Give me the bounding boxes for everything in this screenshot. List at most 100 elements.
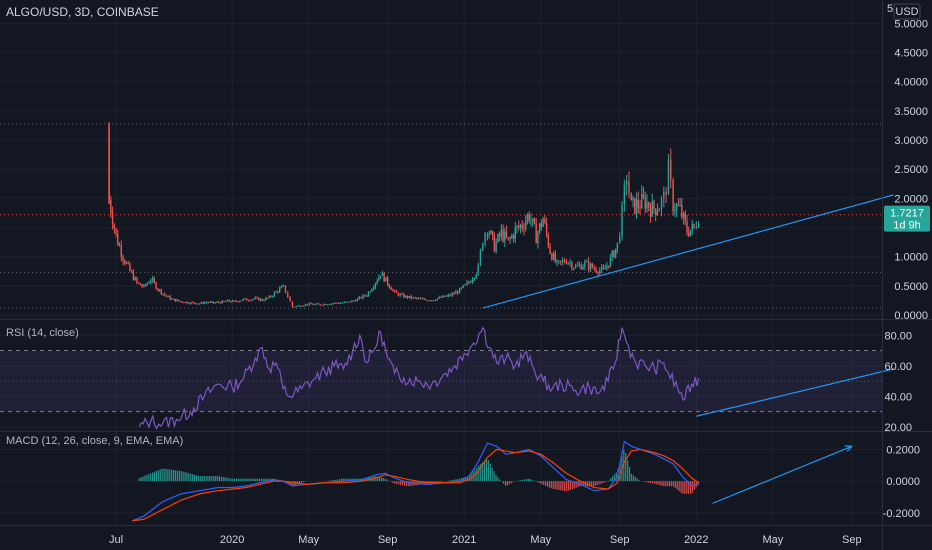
price-tick-label: 4.5000 [894, 48, 928, 60]
candle-body [470, 282, 472, 284]
price-tick-label: 3.5000 [894, 106, 928, 118]
candle-body [571, 262, 573, 269]
candle-body [528, 215, 530, 221]
candle-body [202, 302, 204, 304]
candle-body [606, 265, 608, 269]
rsi-band [0, 350, 882, 413]
candle-body [383, 272, 385, 282]
candle-body [468, 282, 470, 284]
candle-body [381, 272, 384, 276]
price-tick-label: 0.0000 [894, 310, 928, 322]
candle-body [693, 224, 695, 228]
x-tick-label: May [298, 534, 319, 546]
candle-body [343, 301, 346, 303]
candle-body [167, 296, 169, 298]
candle-body [181, 301, 183, 303]
candle-body [226, 299, 229, 302]
candle-body [148, 282, 150, 284]
candle-body [171, 298, 173, 300]
candle-body [607, 265, 610, 267]
candle-body [160, 289, 163, 295]
partial-top-label: 5 [887, 3, 893, 15]
candle-body [434, 300, 437, 302]
candle-body [427, 300, 429, 302]
candle-body [554, 253, 557, 263]
candle-body [176, 299, 178, 302]
candle-body [639, 207, 641, 209]
candle-body [354, 300, 357, 302]
candle-body [328, 304, 331, 306]
rsi-tick-label: 80.00 [884, 330, 912, 342]
candle-body [530, 220, 532, 222]
candle-body [490, 231, 492, 234]
candle-body [505, 231, 508, 238]
macd-pane [132, 440, 699, 522]
candle-body [637, 199, 639, 208]
candle-body [275, 291, 277, 293]
candle-body [425, 299, 427, 301]
candle-body [205, 302, 208, 304]
candle-body [491, 231, 494, 235]
candle-body [632, 197, 634, 201]
candle-body [323, 304, 325, 306]
candle-body [247, 300, 250, 302]
candle-body [507, 237, 510, 239]
candle-body [418, 298, 420, 300]
candle-body [597, 271, 599, 274]
currency-label: USD [895, 6, 918, 18]
candle-body [447, 294, 450, 296]
candle-body [299, 305, 301, 307]
macd-trend-arrow [712, 445, 853, 504]
candle-body [514, 227, 516, 239]
candle-body [587, 261, 590, 270]
x-tick-label: 2022 [684, 534, 708, 546]
candle-body [600, 267, 603, 271]
candle-body [360, 296, 362, 299]
last-price-badge [884, 205, 930, 232]
candle-body [416, 297, 418, 299]
candle-body [122, 256, 124, 261]
candle-body [164, 293, 166, 296]
candle-body [458, 288, 461, 294]
candle-body [395, 291, 398, 293]
candle-body [674, 210, 676, 212]
candle-body [609, 256, 612, 267]
x-axis: Jul 2020 May Sep 2021 May Sep 2022 May Sep [109, 534, 862, 546]
candle-body [197, 303, 199, 305]
candle-body [500, 229, 503, 237]
candle-body [681, 204, 683, 218]
candle-body [211, 301, 213, 303]
candle-body [190, 302, 192, 304]
candle-body [245, 298, 248, 301]
candle-body [549, 246, 551, 254]
candle-body [414, 297, 416, 299]
candle-body [312, 303, 314, 305]
candle-body [558, 260, 560, 262]
candle-body [272, 296, 274, 298]
candle-body [654, 208, 657, 215]
price-trendline [482, 194, 894, 309]
candle-body [372, 287, 375, 290]
candle-body [310, 303, 312, 305]
candle-body [511, 235, 513, 239]
candle-body [284, 285, 287, 293]
candle-body [259, 298, 262, 301]
candle-body [438, 297, 440, 299]
candle-body [466, 282, 468, 285]
price-tick-label: 5.0000 [894, 18, 928, 30]
candle-body [353, 300, 355, 302]
candle-body [379, 275, 382, 277]
candle-body [317, 303, 320, 305]
candle-body [287, 292, 289, 297]
candle-body [651, 201, 653, 217]
currency-badge[interactable] [893, 3, 921, 20]
candle-body [254, 297, 257, 299]
x-tick-label: May [763, 534, 784, 546]
candle-body [378, 276, 380, 281]
candle-body [486, 233, 489, 235]
candle-body [390, 287, 392, 290]
candle-body [519, 225, 522, 228]
chart-title: ALGO/USD, 3D, COINBASE [6, 5, 159, 19]
candle-body [111, 213, 114, 226]
candle-body [172, 298, 175, 300]
